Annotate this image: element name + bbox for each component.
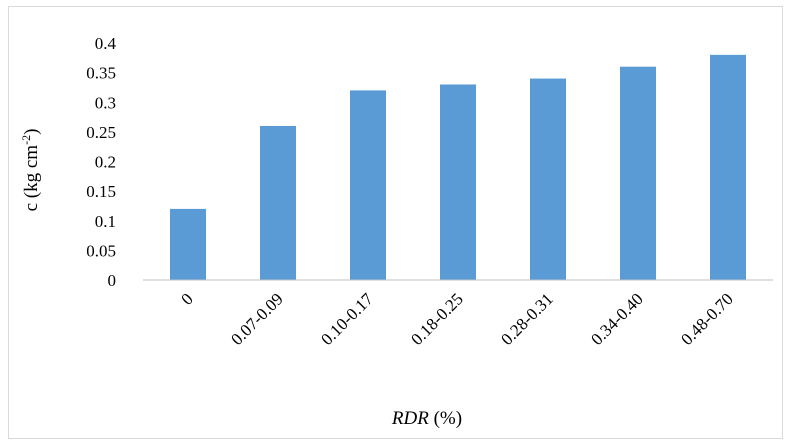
bar — [620, 66, 656, 280]
y-tick-label: 0 — [108, 271, 117, 290]
bar — [170, 208, 206, 280]
y-axis-title: c (kg cm-2) — [19, 129, 42, 212]
x-tick-label: 0 — [177, 289, 196, 308]
x-axis-ticks: 0 0.07-0.09 0.10-0.17 0.18-0.25 0.28-0.31 0.3… — [177, 289, 736, 349]
y-tick-label: 0.25 — [86, 123, 116, 142]
x-tick-label: 0.34-0.40 — [587, 289, 647, 349]
y-tick-label: 0.15 — [86, 182, 116, 201]
y-axis-ticks: 0 0.05 0.1 0.15 0.2 0.25 0.3 0.35 0.4 — [86, 34, 116, 290]
y-tick-label: 0.35 — [86, 64, 116, 83]
x-tick-label: 0.48-0.70 — [677, 289, 737, 349]
bars — [170, 54, 746, 281]
bar — [440, 84, 476, 280]
bar — [260, 125, 296, 280]
y-tick-label: 0.4 — [95, 34, 117, 53]
x-tick-label: 0.18-0.25 — [407, 289, 467, 349]
bar — [350, 90, 386, 281]
x-axis-title: RDR (%) — [391, 408, 462, 429]
bar — [710, 54, 746, 280]
y-tick-label: 0.2 — [95, 153, 116, 172]
x-tick-label: 0.10-0.17 — [317, 289, 377, 349]
x-tick-label: 0.07-0.09 — [227, 289, 287, 349]
bar — [530, 78, 566, 280]
y-tick-label: 0.3 — [95, 93, 116, 112]
y-tick-label: 0.05 — [86, 241, 116, 260]
y-tick-label: 0.1 — [95, 212, 116, 231]
x-tick-label: 0.28-0.31 — [497, 289, 557, 349]
